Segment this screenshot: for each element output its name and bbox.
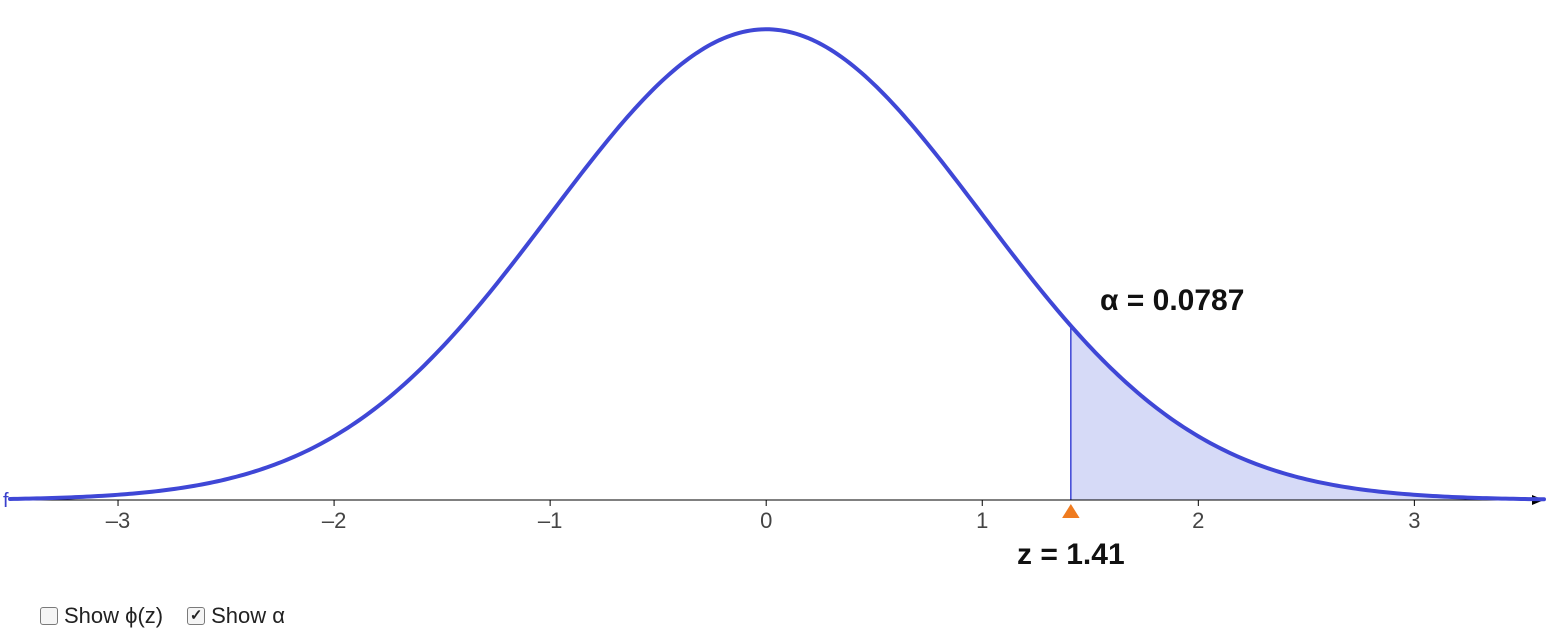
controls-bar: Show ϕ(z) Show α xyxy=(40,605,285,627)
normal-curve-chart: –3 –2 –1 0 1 2 3 f z = 1.41 α = 0.0787 xyxy=(0,0,1554,633)
show-alpha-checkbox[interactable]: Show α xyxy=(187,605,285,627)
z-marker-triangle[interactable] xyxy=(1062,504,1080,518)
axis-tick-label: –3 xyxy=(106,508,130,533)
checkbox-box[interactable] xyxy=(187,607,205,625)
normal-curve xyxy=(10,29,1544,499)
axis-tick-label: –2 xyxy=(322,508,346,533)
axis-tick-label: 2 xyxy=(1192,508,1204,533)
axis-tick-label: 1 xyxy=(976,508,988,533)
z-value-label: z = 1.41 xyxy=(1017,538,1125,571)
function-label: f xyxy=(3,490,9,512)
alpha-shaded-area xyxy=(1071,326,1544,500)
checkbox-box[interactable] xyxy=(40,607,58,625)
axis-tick-label: –1 xyxy=(538,508,562,533)
alpha-annotation: α = 0.0787 xyxy=(1100,284,1244,317)
show-phi-checkbox[interactable]: Show ϕ(z) xyxy=(40,605,163,627)
axis-tick-label: 0 xyxy=(760,508,772,533)
show-alpha-label: Show α xyxy=(211,605,285,627)
chart-container: –3 –2 –1 0 1 2 3 f z = 1.41 α = 0.0787 Show ϕ(z) … xyxy=(0,0,1554,633)
show-phi-label: Show ϕ(z) xyxy=(64,605,163,627)
axis-tick-label: 3 xyxy=(1408,508,1420,533)
